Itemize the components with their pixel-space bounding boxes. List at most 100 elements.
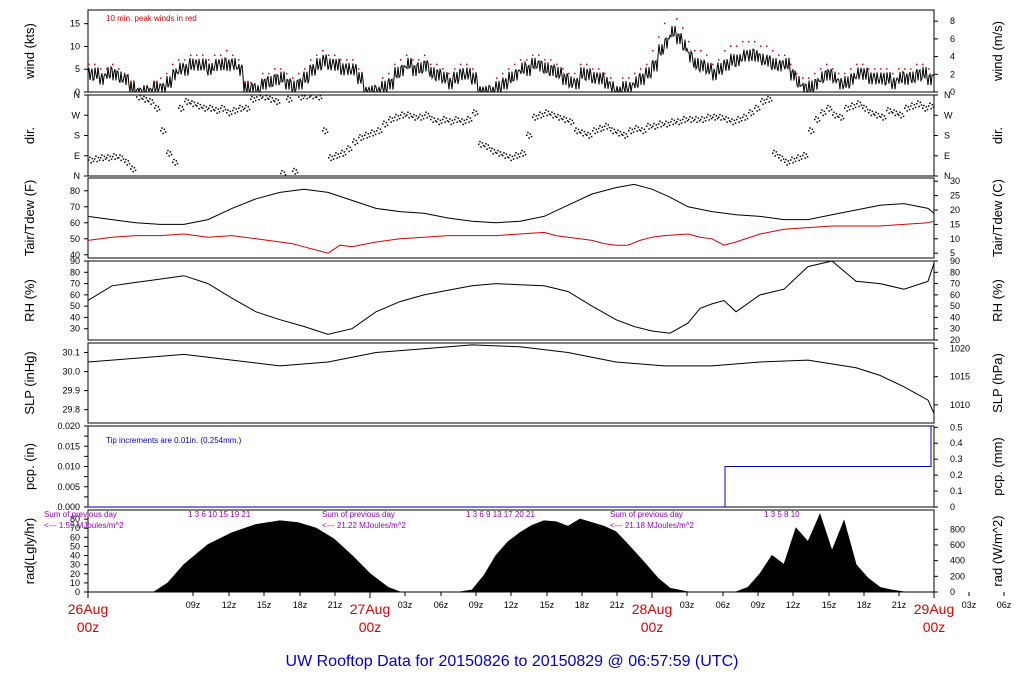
data-point xyxy=(613,128,616,131)
data-point xyxy=(564,121,566,123)
data-point xyxy=(328,54,330,57)
data-point xyxy=(788,162,791,165)
x-day-label: 26Aug xyxy=(68,601,108,617)
data-point xyxy=(602,129,605,131)
data-point xyxy=(590,135,593,138)
data-point xyxy=(668,124,671,127)
data-point xyxy=(600,130,602,132)
data-point xyxy=(869,109,871,111)
data-point xyxy=(287,95,289,98)
data-point xyxy=(913,103,916,106)
data-point xyxy=(635,125,637,127)
y-tick-label: 30.1 xyxy=(62,348,80,358)
data-point xyxy=(215,107,217,109)
x-tick-label: 09z xyxy=(751,600,766,610)
data-point xyxy=(414,119,416,121)
data-point xyxy=(396,119,398,121)
data-point xyxy=(592,68,594,70)
data-point xyxy=(856,103,858,105)
y2-tick-label: 90 xyxy=(950,256,960,266)
data-point xyxy=(611,127,613,129)
data-point xyxy=(317,95,319,96)
data-point xyxy=(512,158,515,160)
data-point xyxy=(486,148,488,150)
data-point xyxy=(810,132,812,135)
data-point xyxy=(534,119,536,121)
data-point xyxy=(852,107,854,110)
data-point xyxy=(688,40,690,43)
data-point xyxy=(416,117,419,120)
data-point xyxy=(706,54,708,57)
data-point xyxy=(908,108,911,111)
data-point xyxy=(197,102,199,105)
data-point xyxy=(654,128,656,130)
data-point xyxy=(200,106,203,109)
data-point xyxy=(619,130,622,133)
data-point xyxy=(310,59,312,61)
data-point xyxy=(137,95,139,96)
data-point xyxy=(740,120,743,122)
data-point xyxy=(541,112,544,115)
data-point xyxy=(612,132,614,135)
y2-axis-label: Tair/Tdew (C) xyxy=(990,179,1005,257)
data-point xyxy=(592,130,594,132)
y-tick-label: 10 xyxy=(70,41,80,51)
data-point xyxy=(550,114,552,116)
data-point xyxy=(642,132,644,135)
data-point xyxy=(565,117,568,119)
y-tick-label: 70 xyxy=(70,279,80,289)
series-group xyxy=(88,513,934,592)
data-point xyxy=(616,132,618,134)
data-point xyxy=(932,106,934,109)
panel-frame xyxy=(87,177,935,259)
data-point xyxy=(736,45,738,47)
data-point xyxy=(506,156,509,158)
data-point xyxy=(208,107,210,109)
data-point xyxy=(88,159,90,161)
data-point xyxy=(760,100,762,103)
data-point xyxy=(894,114,896,117)
data-point xyxy=(662,124,665,127)
series-group xyxy=(88,261,934,335)
data-point xyxy=(124,72,126,75)
data-point xyxy=(697,117,700,119)
data-point xyxy=(392,120,395,122)
data-point xyxy=(608,126,611,129)
data-point xyxy=(388,72,390,75)
data-point xyxy=(322,50,324,52)
panel-rad: 010203040506070800200400600800rad(Lgly/h… xyxy=(22,509,1005,597)
data-point xyxy=(763,99,766,101)
y-tick-label: 40 xyxy=(70,551,80,561)
data-point xyxy=(314,96,317,98)
data-point xyxy=(641,127,643,129)
data-point xyxy=(628,77,630,79)
data-point xyxy=(914,106,917,109)
data-point xyxy=(712,63,714,66)
panel-annotation: Tip increments are 0.01in. (0.254mm.) xyxy=(106,436,242,445)
data-point xyxy=(622,77,624,79)
data-point xyxy=(859,101,862,104)
data-point xyxy=(734,122,737,124)
data-point xyxy=(755,104,757,107)
data-point xyxy=(119,154,121,156)
data-point xyxy=(625,133,628,135)
data-point xyxy=(551,111,553,114)
data-point xyxy=(436,63,438,66)
data-point xyxy=(524,153,527,156)
data-point xyxy=(739,117,742,119)
data-point xyxy=(704,120,707,122)
data-point xyxy=(300,98,302,101)
data-point xyxy=(266,97,269,100)
data-point xyxy=(748,112,750,114)
data-point xyxy=(269,95,271,98)
data-point xyxy=(737,116,739,118)
data-point xyxy=(407,111,409,114)
data-point xyxy=(144,101,146,103)
data-point xyxy=(245,104,247,107)
data-point xyxy=(91,157,94,160)
data-point xyxy=(778,157,780,159)
area-series xyxy=(88,513,934,592)
x-tick-label: 03z xyxy=(680,600,695,610)
data-point xyxy=(578,131,581,133)
